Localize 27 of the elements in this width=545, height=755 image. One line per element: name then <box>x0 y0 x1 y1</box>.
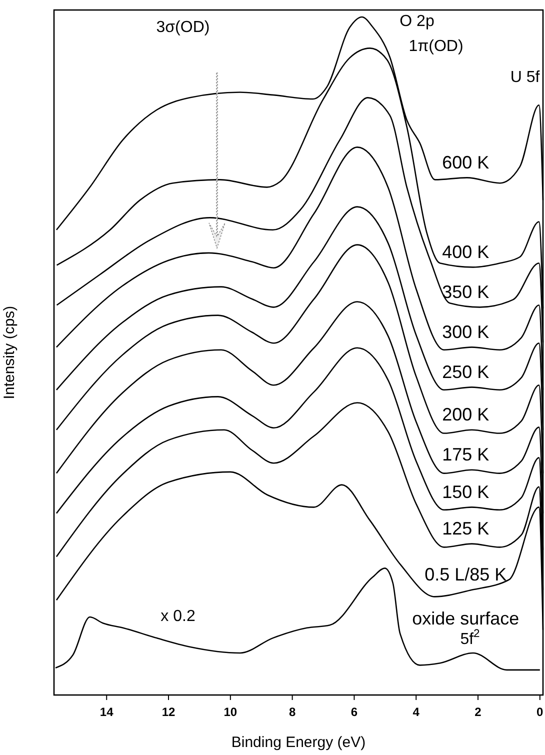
series-label: 200 K <box>442 404 490 425</box>
annotation: x 0.2 <box>160 608 196 626</box>
x-tick-label: 10 <box>224 705 238 719</box>
series-label: 250 K <box>442 362 490 382</box>
x-tick-label: 2 <box>474 705 482 719</box>
series-label: 600 K <box>442 152 490 172</box>
x-axis-title: Binding Energy (eV) <box>231 734 366 751</box>
annotation: 1π(OD) <box>408 38 464 56</box>
x-tick-label: 6 <box>350 705 358 719</box>
x-tick-label: 0 <box>536 705 544 719</box>
annotation: 3σ(OD) <box>156 19 210 36</box>
x-tick-label: 4 <box>412 705 420 719</box>
series-label: oxide surface <box>412 608 520 629</box>
x-tick-label: 12 <box>162 705 176 719</box>
annotation: U 5f <box>510 69 540 86</box>
series-label: 150 K <box>442 482 490 502</box>
annotation: O 2p <box>400 13 434 30</box>
annotation: 5f$^{2}$ <box>460 628 480 648</box>
series-label: 125 K <box>442 518 490 539</box>
series-label: 0.5 L/85 K <box>424 564 507 585</box>
series-label: 300 K <box>442 322 490 342</box>
x-tick-label: 14 <box>100 705 114 719</box>
series-label: 350 K <box>442 282 490 302</box>
x-tick-label: 8 <box>288 705 296 719</box>
y-axis-title: Intensity (cps) <box>1 306 18 400</box>
series-label: 400 K <box>442 242 490 262</box>
series-label: 175 K <box>442 444 490 465</box>
